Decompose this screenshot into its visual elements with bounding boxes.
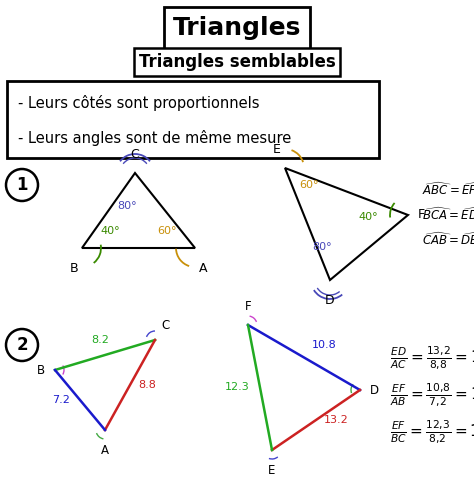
Text: E: E xyxy=(273,143,281,156)
Text: $\widehat{BCA} = \widehat{EDF} = 80°$: $\widehat{BCA} = \widehat{EDF} = 80°$ xyxy=(422,206,474,224)
Text: 40°: 40° xyxy=(358,212,378,222)
Text: E: E xyxy=(268,464,276,477)
Text: Triangles: Triangles xyxy=(173,16,301,40)
Text: Triangles semblables: Triangles semblables xyxy=(138,53,336,71)
Text: 40°: 40° xyxy=(100,226,119,236)
Text: 13.2: 13.2 xyxy=(324,415,349,425)
Text: 1: 1 xyxy=(16,176,28,194)
Text: A: A xyxy=(199,262,207,275)
Text: 8.2: 8.2 xyxy=(91,335,109,345)
Text: $\frac{EF}{AB} = \frac{10{,}8}{7{,}2} = 1{,}5$: $\frac{EF}{AB} = \frac{10{,}8}{7{,}2} = … xyxy=(390,381,474,409)
Text: F: F xyxy=(245,300,251,313)
Text: 60°: 60° xyxy=(299,180,319,190)
Text: F: F xyxy=(418,208,425,221)
Text: B: B xyxy=(37,364,45,376)
Text: $\widehat{CAB} = \widehat{DEF} = 60°$: $\widehat{CAB} = \widehat{DEF} = 60°$ xyxy=(422,231,474,249)
Text: D: D xyxy=(325,294,335,307)
Text: D: D xyxy=(370,384,379,397)
Text: - Leurs angles sont de même mesure: - Leurs angles sont de même mesure xyxy=(18,130,291,146)
Text: 2: 2 xyxy=(16,336,28,354)
Text: 12.3: 12.3 xyxy=(225,383,250,392)
Text: 60°: 60° xyxy=(157,226,176,236)
Text: C: C xyxy=(131,148,139,161)
Text: 7.2: 7.2 xyxy=(52,395,70,405)
Text: A: A xyxy=(101,444,109,457)
Text: $\frac{ED}{AC} = \frac{13{,}2}{8{,}8} = 1{,}5$: $\frac{ED}{AC} = \frac{13{,}2}{8{,}8} = … xyxy=(390,344,474,372)
Text: 8.8: 8.8 xyxy=(138,380,156,390)
Text: - Leurs côtés sont proportionnels: - Leurs côtés sont proportionnels xyxy=(18,95,259,111)
Text: 80°: 80° xyxy=(312,242,332,252)
Text: $\frac{EF}{BC} = \frac{12{,}3}{8{,}2} = 1{,}5$: $\frac{EF}{BC} = \frac{12{,}3}{8{,}2} = … xyxy=(390,418,474,446)
Text: B: B xyxy=(70,262,78,275)
FancyBboxPatch shape xyxy=(7,81,379,158)
Text: $\widehat{ABC} = \widehat{EFD} = 40°$: $\widehat{ABC} = \widehat{EFD} = 40°$ xyxy=(422,182,474,198)
Text: 10.8: 10.8 xyxy=(312,340,337,350)
Text: 80°: 80° xyxy=(117,201,137,211)
Text: C: C xyxy=(161,319,169,332)
